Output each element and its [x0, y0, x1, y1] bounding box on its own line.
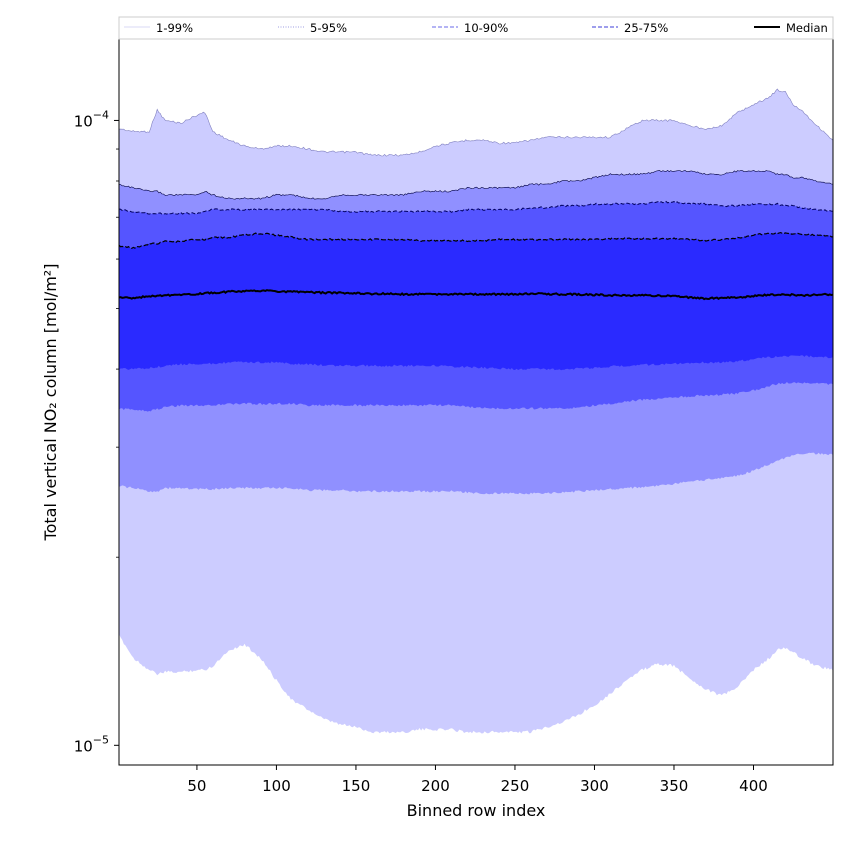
y-tick-label-0: 10−5 — [74, 733, 109, 755]
x-tick-label-400: 400 — [739, 777, 768, 795]
band-25-75% — [119, 232, 833, 371]
y-axis-ticks: 10−5 10−4 — [74, 108, 119, 755]
percentile-bands — [119, 89, 833, 734]
x-tick-label-200: 200 — [421, 777, 450, 795]
x-axis-ticks: 50 100 150 200 250 300 350 400 — [187, 765, 768, 795]
legend-label-5-95%: 5-95% — [310, 21, 347, 35]
x-tick-label-350: 350 — [660, 777, 689, 795]
band-upper-line-1-99% — [118, 88, 834, 157]
band-upper-line-25-75% — [118, 231, 834, 250]
percentile-lines — [118, 88, 834, 301]
y-tick-label-1: 10−4 — [74, 108, 109, 130]
legend-label-1-99%: 1-99% — [156, 21, 193, 35]
y-axis-label: Total vertical NO₂ column [mol/m²] — [41, 264, 60, 542]
legend-frame — [118, 16, 834, 40]
legend-label-Median: Median — [786, 21, 828, 35]
x-tick-label-250: 250 — [501, 777, 530, 795]
legend: 1-99% 5-95% 10-90% 25-75% Median — [118, 16, 834, 40]
x-tick-label-150: 150 — [342, 777, 371, 795]
band-upper-line-10-90% — [118, 200, 834, 215]
x-tick-label-100: 100 — [262, 777, 291, 795]
legend-label-25-75%: 25-75% — [624, 21, 668, 35]
x-tick-label-300: 300 — [580, 777, 609, 795]
legend-label-10-90%: 10-90% — [464, 21, 508, 35]
x-axis-label: Binned row index — [407, 801, 546, 820]
band-upper-line-5-95% — [118, 169, 834, 200]
median-line — [118, 289, 834, 301]
x-tick-label-50: 50 — [187, 777, 206, 795]
